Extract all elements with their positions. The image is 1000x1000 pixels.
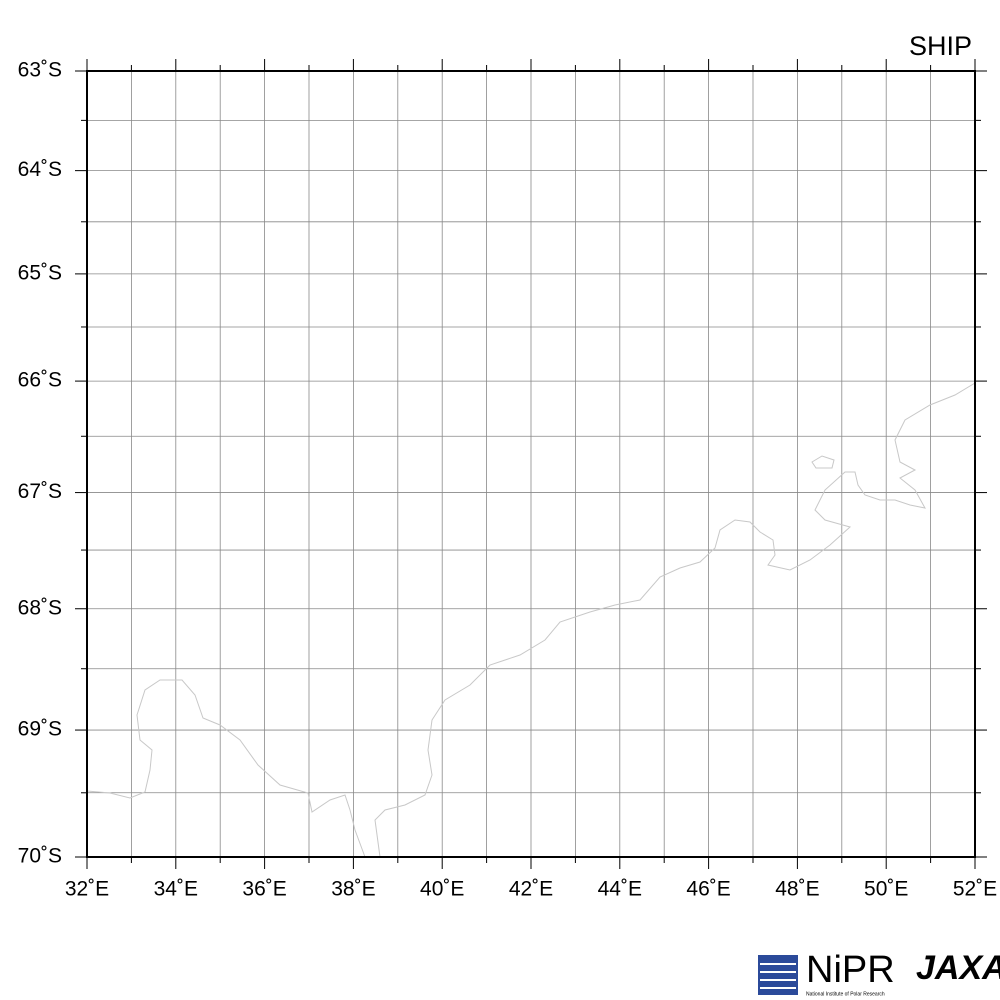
x-tick-label: 38˚E — [331, 878, 375, 901]
x-tick-label: 42˚E — [509, 878, 553, 901]
y-tick-label: 63˚S — [18, 59, 62, 82]
y-tick-label: 67˚S — [18, 480, 62, 503]
y-tick-label: 68˚S — [18, 596, 62, 619]
x-tick-label: 40˚E — [420, 878, 464, 901]
x-tick-label: 46˚E — [686, 878, 730, 901]
jaxa-logo: JAXA — [916, 949, 1000, 987]
x-tick-label: 50˚E — [864, 878, 908, 901]
x-tick-label: 48˚E — [775, 878, 819, 901]
x-tick-label: 32˚E — [65, 878, 109, 901]
y-tick-label: 70˚S — [18, 845, 62, 868]
x-tick-label: 44˚E — [598, 878, 642, 901]
coastline — [86, 382, 976, 858]
map-title: SHIP — [909, 31, 972, 61]
nipr-icon-lines — [760, 963, 796, 989]
nipr-text: NiPR — [806, 949, 895, 991]
y-tick-label: 69˚S — [18, 718, 62, 741]
x-tick-label: 52˚E — [953, 878, 997, 901]
grid — [86, 70, 976, 858]
nipr-logo: NiPR National Institute of Polar Researc… — [758, 949, 895, 997]
x-tick-label: 34˚E — [154, 878, 198, 901]
nipr-full-name: National Institute of Polar Research — [806, 991, 885, 997]
y-tick-label: 66˚S — [18, 369, 62, 392]
y-tick-label: 64˚S — [18, 158, 62, 181]
x-tick-label: 36˚E — [242, 878, 286, 901]
y-tick-label: 65˚S — [18, 261, 62, 284]
